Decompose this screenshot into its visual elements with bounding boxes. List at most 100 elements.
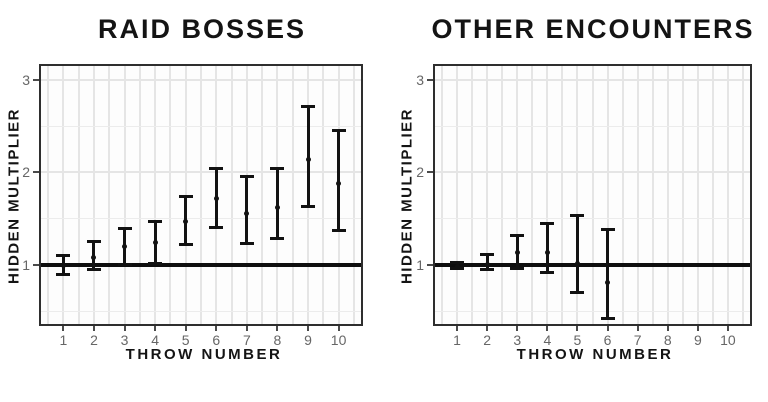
x-tick-label: 1 [453,332,461,348]
point-estimate [274,204,280,210]
error-bar-cap-top [510,234,525,238]
point-estimate [213,195,219,201]
gridline-vertical-major [123,66,126,324]
error-bar-cap-bottom [510,267,525,271]
y-tick-label: 1 [22,256,30,273]
x-tick-mark [456,326,459,331]
x-axis-label-left: THROW NUMBER [125,346,283,363]
gridline-vertical-minor [441,66,443,324]
error-bar-cap-bottom [148,261,163,265]
gridline-vertical-minor [108,66,111,324]
x-tick-mark [516,326,519,331]
error-bar-cap-bottom [56,272,71,276]
error-bar-line [575,214,579,294]
gridline-vertical-minor [531,66,534,324]
chart-title-other-encounters: OTHER ENCOUNTERS [431,14,755,44]
gridline-horizontal-minor [435,218,750,220]
gridline-vertical-major [636,66,639,324]
x-tick-mark [666,326,669,331]
error-bar-cap-top [209,166,224,170]
x-tick-label: 6 [212,332,221,348]
error-bar-line [545,223,549,274]
gridline-vertical-minor [561,66,564,324]
gridline-vertical-minor [77,66,80,324]
x-axis-label-right: THROW NUMBER [516,346,674,363]
x-tick-label: 10 [720,332,736,348]
gridline-vertical-minor [291,66,294,324]
y-tick-label: 3 [416,71,424,88]
error-bar-line [337,129,341,231]
gridline-horizontal-minor [41,310,361,312]
x-tick-label: 5 [573,332,582,348]
x-tick-label: 3 [120,332,129,348]
point-estimate [574,261,580,267]
gridline-vertical-minor [621,66,624,324]
x-tick-mark [276,326,279,331]
gridline-vertical-major [696,66,699,324]
point-estimate [183,218,189,224]
gridline-vertical-minor [47,66,50,324]
y-tick-mark [427,78,433,81]
error-bar-cap-top [148,220,163,224]
y-axis-label-left: HIDDEN MULTIPLIER [5,107,23,285]
x-tick-label: 4 [543,332,552,348]
point-estimate [91,254,97,260]
error-bar-line [245,176,249,245]
x-tick-mark [576,326,579,331]
x-tick-mark [215,326,218,331]
x-tick-label: 6 [603,332,612,348]
gridline-vertical-minor [230,66,233,324]
error-bar-cap-bottom [570,291,585,295]
x-tick-mark [62,326,65,331]
error-bar-cap-bottom [178,243,193,247]
point-estimate [514,250,520,256]
plot-panel-other-encounters [433,64,752,326]
x-tick-label: 2 [483,332,492,348]
gridline-vertical-major [726,66,729,324]
y-axis-label-right: HIDDEN MULTIPLIER [398,107,416,285]
y-tick-mark [33,78,39,81]
error-bar-cap-top [86,239,101,243]
error-bar-cap-top [270,166,285,170]
baseline-multiplier-1 [41,262,361,267]
x-tick-mark [696,326,699,331]
gridline-vertical-minor [352,66,355,324]
gridline-vertical-minor [169,66,172,324]
gridline-vertical-minor [200,66,202,324]
x-tick-label: 7 [633,332,642,348]
point-estimate [454,264,460,270]
gridline-vertical-minor [322,66,325,324]
error-bar-cap-top [480,252,495,256]
y-tick-label: 2 [22,164,30,181]
plot-panel-raid-bosses [39,64,363,326]
point-estimate [605,279,611,285]
error-bar-cap-top [117,226,132,230]
gridline-vertical-major [576,66,579,324]
gridline-horizontal-major [435,78,750,81]
error-bar-cap-top [331,128,346,132]
x-tick-mark [337,326,340,331]
point-estimate [244,211,250,217]
gridline-vertical-minor [742,66,744,324]
error-bar-cap-bottom [239,242,254,246]
point-estimate [336,180,342,186]
x-tick-label: 2 [90,332,98,348]
y-tick-label: 1 [416,256,424,273]
error-bar-cap-bottom [117,262,132,266]
x-tick-mark [184,326,187,331]
baseline-multiplier-1 [435,262,750,267]
gridline-horizontal-major [41,78,361,81]
x-tick-label: 8 [663,332,672,348]
gridline-vertical-minor [138,66,141,324]
y-tick-mark [33,263,39,266]
gridline-vertical-minor [471,66,474,324]
gridline-vertical-minor [681,66,684,324]
error-bar-cap-top [540,222,555,226]
x-tick-mark [546,326,549,331]
x-tick-label: 4 [151,332,160,348]
error-bar-cap-bottom [209,225,224,229]
x-tick-mark [123,326,126,331]
gridline-vertical-major [456,66,459,324]
x-tick-label: 5 [181,332,190,348]
x-tick-mark [606,326,609,331]
